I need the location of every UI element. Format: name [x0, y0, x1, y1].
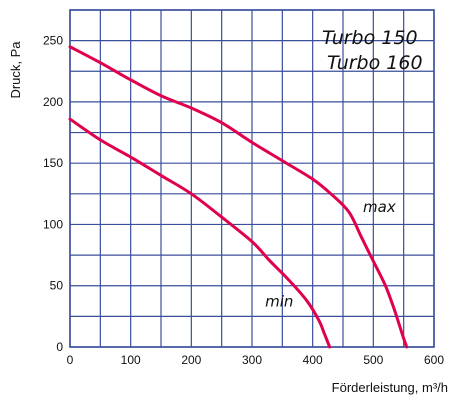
tick-labels: 0 100 200 300 400 500 600 0 50 100 150 200 250	[43, 34, 444, 367]
y-tick-label: 0	[56, 340, 63, 354]
grid	[69, 9, 435, 348]
x-tick-label: 200	[181, 353, 201, 367]
chart-title-line-2: Turbo 160	[327, 52, 423, 74]
chart-title-line-1: Turbo 150	[322, 27, 418, 49]
y-tick-label: 200	[43, 95, 63, 109]
x-tick-label: 600	[424, 353, 444, 367]
x-tick-label: 300	[242, 353, 262, 367]
x-tick-label: 100	[121, 353, 141, 367]
x-axis-label: Förderleistung, m³/h	[332, 380, 448, 395]
x-tick-label: 400	[303, 353, 323, 367]
y-tick-label: 250	[43, 34, 63, 48]
y-axis-label: Druck, Pa	[8, 41, 23, 99]
x-tick-label: 500	[363, 353, 383, 367]
series-line-max	[68, 45, 409, 349]
series-line-min	[68, 117, 332, 349]
title-block: Turbo 150 Turbo 160	[322, 27, 423, 74]
series-labels: max min	[265, 198, 396, 310]
x-tick-label: 0	[67, 353, 74, 367]
series-label-min: min	[265, 293, 293, 311]
y-tick-label: 100	[43, 217, 63, 231]
plot-frame	[69, 9, 435, 348]
series-label-max: max	[363, 198, 396, 216]
y-tick-label: 150	[43, 156, 63, 170]
curves	[68, 45, 409, 349]
y-tick-label: 50	[50, 279, 64, 293]
